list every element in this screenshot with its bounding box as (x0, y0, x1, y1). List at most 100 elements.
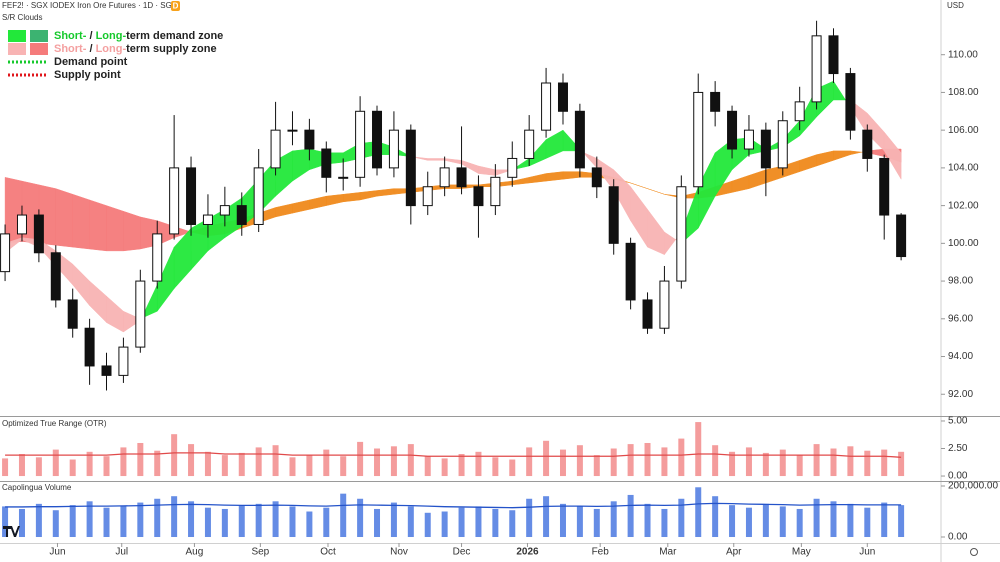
pane-title: Optimized True Range (OTR) (2, 419, 107, 428)
bar (137, 502, 144, 538)
x-tick-label: Jul (115, 547, 128, 558)
bar (610, 501, 617, 538)
bar (830, 501, 837, 538)
candle-body (456, 167, 467, 188)
bar (2, 506, 9, 538)
bar (543, 496, 550, 538)
bar (154, 450, 161, 477)
candle-body (372, 110, 383, 169)
candle-body (659, 280, 670, 329)
legend-text: / (86, 43, 95, 55)
bar (458, 507, 465, 538)
legend-entry: Short- / Long-term supply zone (54, 43, 217, 55)
candle-body (642, 299, 653, 329)
bar (695, 422, 702, 477)
legend-text: Long- (96, 30, 127, 42)
bar (154, 498, 161, 538)
legend-text: / (86, 30, 95, 42)
bar (289, 457, 296, 477)
bar (390, 502, 397, 538)
bar (137, 442, 144, 477)
bar (898, 505, 905, 538)
y-tick-label: 100.00 (948, 238, 979, 249)
bar (374, 508, 381, 538)
average-line (5, 502, 902, 509)
candle-body (608, 186, 619, 244)
cloud-segment (72, 193, 90, 250)
bar (610, 448, 617, 477)
bar (796, 455, 803, 477)
bar (644, 442, 651, 477)
x-tick-label: Feb (592, 547, 610, 558)
bar (441, 511, 448, 538)
bar (323, 449, 330, 477)
legend-text: Short- (54, 30, 87, 42)
bar (18, 508, 25, 538)
bar (86, 451, 93, 477)
x-tick-label: Sep (251, 547, 269, 558)
bar (492, 457, 499, 477)
candle-body (152, 233, 163, 282)
y-tick-label: 2.50 (948, 443, 968, 454)
cloud-segment (883, 131, 902, 181)
y-tick-label: 96.00 (948, 313, 973, 324)
candle-body (270, 129, 281, 169)
candle-body (727, 110, 738, 150)
bar (695, 487, 702, 538)
candle-body (896, 214, 907, 258)
bar (35, 503, 42, 538)
bar (712, 496, 719, 538)
bar (221, 455, 228, 477)
legend-swatch (30, 43, 48, 55)
candle-body (693, 91, 704, 188)
bar (745, 507, 752, 538)
candle-body (84, 327, 95, 367)
bar (779, 449, 786, 477)
candle-body (507, 157, 518, 178)
candle-body (557, 82, 568, 112)
legend-entry: Demand point (54, 56, 128, 68)
bar (559, 503, 566, 538)
bar (238, 452, 245, 477)
candle-body (743, 129, 754, 150)
bar (374, 448, 381, 477)
candle-body (321, 148, 332, 178)
y-tick-label: 92.00 (948, 389, 973, 400)
x-tick-label: 2026 (516, 547, 539, 558)
x-tick-label: Aug (186, 547, 204, 558)
bar (830, 448, 837, 477)
candle-body (338, 176, 349, 179)
legend-swatch (30, 30, 48, 42)
y-tick-label: 102.00 (948, 200, 979, 211)
x-tick-label: Nov (390, 547, 408, 558)
candle-body (405, 129, 416, 207)
bar (847, 446, 854, 477)
legend-text: Supply point (54, 69, 121, 81)
settings-icon[interactable] (970, 548, 978, 556)
candle-body (879, 157, 890, 216)
bar (441, 458, 448, 477)
bar (729, 505, 736, 538)
candle-body (439, 167, 450, 188)
cloud-segment (427, 158, 445, 161)
candle-body (490, 176, 501, 207)
bar (779, 506, 786, 538)
candle-body (676, 186, 687, 282)
x-tick-label: Oct (320, 547, 336, 558)
bar (120, 506, 127, 538)
candle-body (202, 214, 213, 225)
bar (492, 508, 499, 538)
bar (103, 507, 110, 538)
bar (796, 508, 803, 538)
candle-body (541, 82, 552, 131)
badge: D (173, 2, 179, 11)
candle-body (304, 129, 315, 150)
candle-body (760, 129, 771, 169)
candle-body (50, 252, 61, 301)
average-line (5, 452, 902, 458)
bar (526, 447, 533, 477)
candle-body (828, 35, 839, 75)
bar (390, 446, 397, 477)
bar (188, 501, 195, 538)
